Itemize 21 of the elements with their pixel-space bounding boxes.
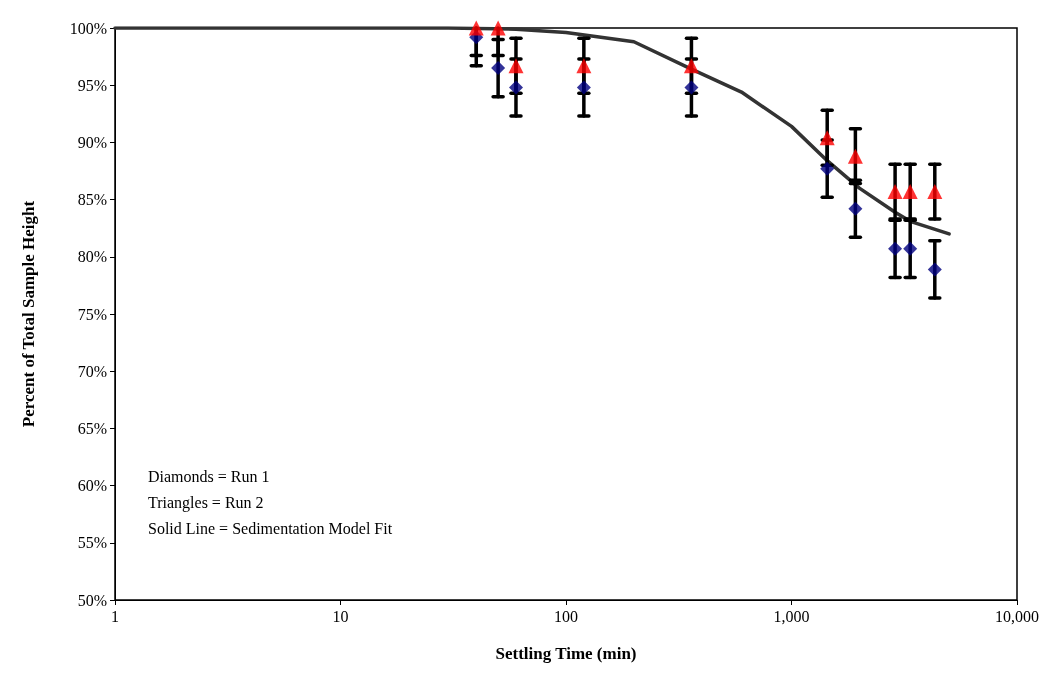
y-tick-label: 70% xyxy=(77,362,107,380)
y-tick-label: 75% xyxy=(77,305,107,323)
x-tick-label: 10 xyxy=(332,607,349,625)
y-tick-label: 65% xyxy=(77,419,107,437)
y-axis-title: Percent of Total Sample Height xyxy=(19,200,38,428)
y-tick-label: 50% xyxy=(77,591,107,609)
x-tick-label: 1,000 xyxy=(773,607,810,625)
y-tick-label: 60% xyxy=(77,477,107,495)
y-tick-label: 55% xyxy=(77,534,107,552)
y-tick-label: 100% xyxy=(69,19,107,37)
x-tick-label: 100 xyxy=(554,607,578,625)
y-tick-label: 95% xyxy=(77,76,107,94)
x-tick-label: 1 xyxy=(111,607,119,625)
y-tick-label: 80% xyxy=(77,248,107,266)
y-tick-label: 85% xyxy=(77,191,107,209)
annotation: Triangles = Run 2 xyxy=(148,493,264,512)
annotation: Solid Line = Sedimentation Model Fit xyxy=(148,519,393,537)
y-tick-label: 90% xyxy=(77,133,107,151)
annotation: Diamonds = Run 1 xyxy=(148,467,270,485)
x-axis-title: Settling Time (min) xyxy=(495,644,637,663)
x-tick-label: 10,000 xyxy=(995,607,1039,625)
